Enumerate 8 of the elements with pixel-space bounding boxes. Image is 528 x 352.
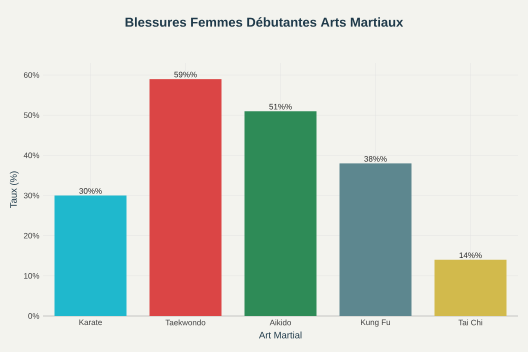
bar: [150, 79, 222, 316]
bar: [244, 111, 317, 316]
chart-title: Blessures Femmes Débutantes Arts Martiaux: [126, 17, 404, 27]
x-axis-title: Art Martial: [258, 331, 302, 338]
bar: [54, 196, 127, 316]
bar: [340, 163, 412, 316]
bar: [434, 260, 507, 316]
y-axis-title: Taux (%): [10, 171, 19, 208]
